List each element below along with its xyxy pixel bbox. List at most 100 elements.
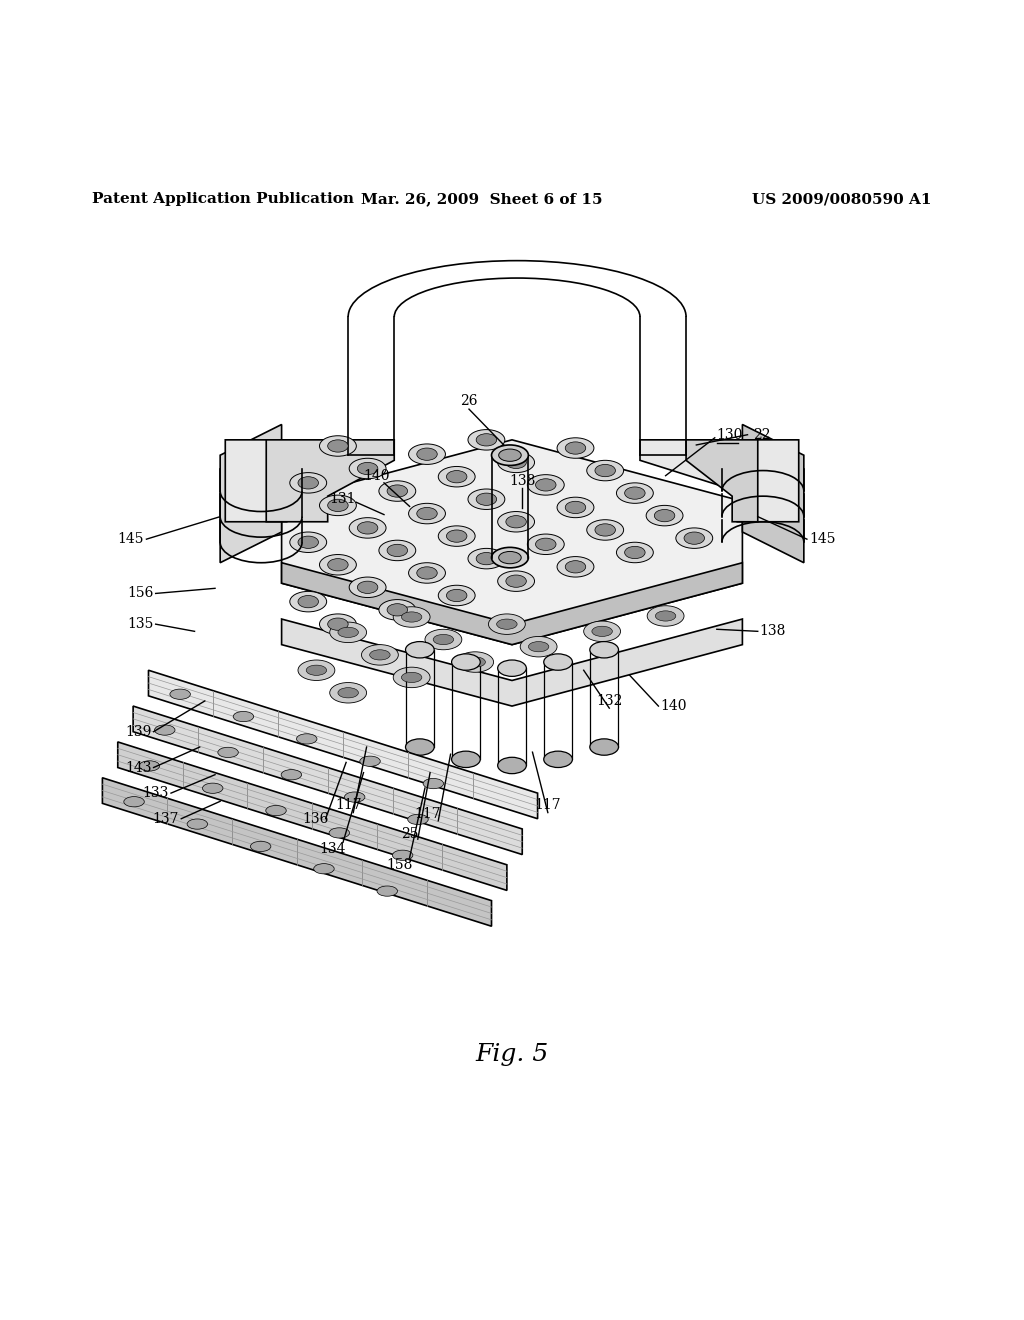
Ellipse shape bbox=[488, 614, 525, 635]
Ellipse shape bbox=[584, 622, 621, 642]
Ellipse shape bbox=[446, 529, 467, 543]
Ellipse shape bbox=[319, 495, 356, 516]
Ellipse shape bbox=[625, 546, 645, 558]
Ellipse shape bbox=[155, 725, 175, 735]
Ellipse shape bbox=[468, 548, 505, 569]
Ellipse shape bbox=[328, 618, 348, 631]
Ellipse shape bbox=[655, 611, 676, 622]
Ellipse shape bbox=[647, 606, 684, 626]
Text: Patent Application Publication: Patent Application Publication bbox=[92, 191, 354, 206]
Polygon shape bbox=[282, 440, 742, 644]
Ellipse shape bbox=[319, 614, 356, 635]
Ellipse shape bbox=[452, 751, 480, 767]
Ellipse shape bbox=[557, 438, 594, 458]
Ellipse shape bbox=[406, 642, 434, 657]
Ellipse shape bbox=[319, 554, 356, 576]
Ellipse shape bbox=[528, 642, 549, 652]
Ellipse shape bbox=[357, 581, 378, 594]
Ellipse shape bbox=[409, 562, 445, 583]
Ellipse shape bbox=[409, 503, 445, 524]
Ellipse shape bbox=[497, 619, 517, 630]
Ellipse shape bbox=[357, 462, 378, 475]
Ellipse shape bbox=[557, 557, 594, 577]
Ellipse shape bbox=[557, 498, 594, 517]
Text: 140: 140 bbox=[660, 700, 687, 713]
Ellipse shape bbox=[457, 652, 494, 672]
Ellipse shape bbox=[527, 535, 564, 554]
Text: 156: 156 bbox=[127, 586, 154, 601]
Ellipse shape bbox=[492, 548, 528, 568]
Ellipse shape bbox=[423, 779, 443, 788]
Text: 139: 139 bbox=[125, 725, 152, 739]
Ellipse shape bbox=[616, 483, 653, 503]
Ellipse shape bbox=[306, 665, 327, 676]
Ellipse shape bbox=[438, 466, 475, 487]
Ellipse shape bbox=[465, 657, 485, 667]
Ellipse shape bbox=[520, 636, 557, 657]
Ellipse shape bbox=[298, 660, 335, 681]
Ellipse shape bbox=[124, 796, 144, 807]
Ellipse shape bbox=[330, 622, 367, 643]
Text: 134: 134 bbox=[319, 842, 346, 857]
Text: Mar. 26, 2009  Sheet 6 of 15: Mar. 26, 2009 Sheet 6 of 15 bbox=[360, 191, 602, 206]
Ellipse shape bbox=[417, 566, 437, 579]
Ellipse shape bbox=[425, 630, 462, 649]
Ellipse shape bbox=[452, 653, 480, 671]
Ellipse shape bbox=[328, 499, 348, 512]
Ellipse shape bbox=[476, 553, 497, 565]
Polygon shape bbox=[742, 425, 804, 562]
Polygon shape bbox=[118, 742, 507, 891]
Text: 138: 138 bbox=[760, 624, 786, 639]
Text: 140: 140 bbox=[364, 469, 390, 483]
Ellipse shape bbox=[393, 607, 430, 627]
Ellipse shape bbox=[433, 635, 454, 644]
Ellipse shape bbox=[392, 850, 413, 861]
Ellipse shape bbox=[233, 711, 254, 722]
Ellipse shape bbox=[298, 595, 318, 607]
Ellipse shape bbox=[506, 516, 526, 528]
Ellipse shape bbox=[417, 447, 437, 461]
Text: 117: 117 bbox=[335, 799, 361, 812]
Ellipse shape bbox=[387, 484, 408, 498]
Text: 133: 133 bbox=[142, 787, 169, 800]
Ellipse shape bbox=[616, 543, 653, 562]
Ellipse shape bbox=[446, 589, 467, 602]
Ellipse shape bbox=[361, 644, 398, 665]
Text: 136: 136 bbox=[302, 812, 329, 826]
Ellipse shape bbox=[387, 544, 408, 557]
Ellipse shape bbox=[476, 434, 497, 446]
Ellipse shape bbox=[408, 814, 428, 825]
Text: 137: 137 bbox=[153, 812, 179, 826]
Ellipse shape bbox=[313, 863, 334, 874]
Ellipse shape bbox=[139, 760, 160, 771]
Text: 131: 131 bbox=[330, 492, 356, 507]
Ellipse shape bbox=[338, 627, 358, 638]
Ellipse shape bbox=[536, 539, 556, 550]
Ellipse shape bbox=[438, 525, 475, 546]
Ellipse shape bbox=[387, 603, 408, 616]
Ellipse shape bbox=[476, 494, 497, 506]
Ellipse shape bbox=[401, 612, 422, 622]
Ellipse shape bbox=[349, 517, 386, 539]
Ellipse shape bbox=[536, 479, 556, 491]
Ellipse shape bbox=[377, 886, 397, 896]
Ellipse shape bbox=[344, 792, 365, 803]
Ellipse shape bbox=[544, 751, 572, 767]
Polygon shape bbox=[133, 706, 522, 854]
Polygon shape bbox=[686, 440, 758, 521]
Ellipse shape bbox=[290, 591, 327, 612]
Ellipse shape bbox=[595, 524, 615, 536]
Text: 22: 22 bbox=[753, 428, 770, 442]
Ellipse shape bbox=[187, 818, 208, 829]
Ellipse shape bbox=[468, 429, 505, 450]
Ellipse shape bbox=[328, 440, 348, 453]
Ellipse shape bbox=[349, 458, 386, 479]
Ellipse shape bbox=[498, 512, 535, 532]
Text: Fig. 5: Fig. 5 bbox=[475, 1043, 549, 1065]
Ellipse shape bbox=[625, 487, 645, 499]
Text: 135: 135 bbox=[127, 618, 154, 631]
Ellipse shape bbox=[357, 521, 378, 535]
Ellipse shape bbox=[298, 536, 318, 548]
Polygon shape bbox=[282, 619, 742, 706]
Ellipse shape bbox=[290, 473, 327, 494]
